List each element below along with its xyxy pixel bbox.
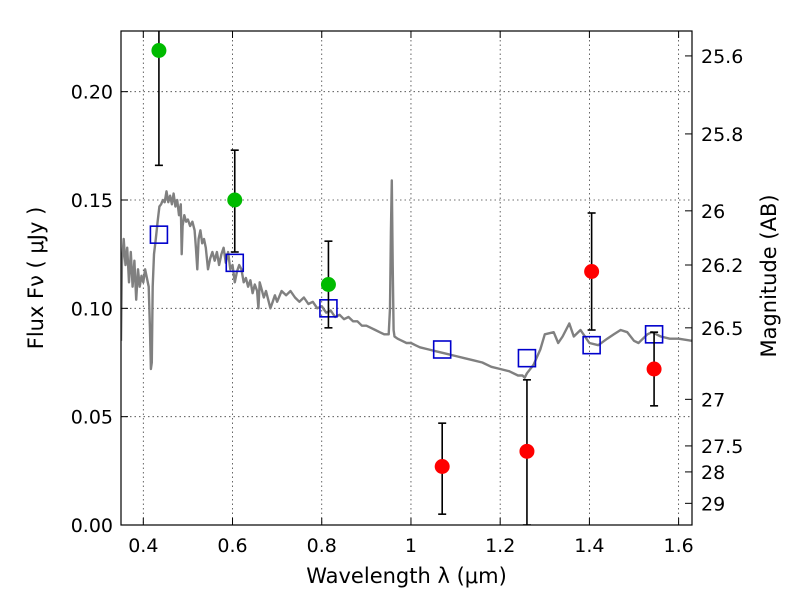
- model-square: [517, 348, 537, 368]
- sed-line-path: [121, 179, 692, 379]
- right-tick-label: 27: [701, 389, 725, 411]
- right-tick-label: 29: [701, 493, 725, 515]
- y-tick-label: 0.15: [71, 190, 113, 212]
- right-tick-label: 28: [701, 462, 725, 484]
- observed-point: [434, 459, 450, 474]
- right-axis-title: Magnitude (AB): [757, 194, 781, 357]
- x-tick-label: 0.4: [128, 535, 158, 557]
- model-square: [432, 340, 452, 359]
- x-tick-label: 1.2: [485, 535, 515, 557]
- model-square: [149, 225, 169, 244]
- x-axis-title: Wavelength λ (μm): [306, 564, 507, 588]
- model-band-squares: [149, 225, 664, 368]
- right-tick-label: 26.2: [701, 255, 743, 277]
- plot-frame: [120, 30, 693, 526]
- right-tick-label: 26: [701, 201, 725, 223]
- observed-point: [320, 277, 336, 292]
- x-tick-label: 0.6: [217, 535, 247, 557]
- grid-lines: [121, 31, 692, 526]
- y-tick-label: 0.10: [71, 298, 113, 320]
- error-bars: [154, 31, 659, 525]
- right-tick-label: 27.5: [701, 436, 743, 458]
- x-tick-label: 1.6: [664, 535, 694, 557]
- y-tick-label: 0.05: [71, 407, 113, 429]
- observed-points: [151, 43, 662, 474]
- x-tick-label: 1.4: [574, 535, 604, 557]
- axis-ticks: 0.4 0.6 0.8 1 1.2 1.4 1.6 0.00 0.05 0.10 0.15 0.20 2…: [71, 31, 743, 557]
- y-axis-title: Flux Fν ( μJy ): [24, 207, 48, 350]
- right-tick-label: 25.8: [701, 124, 743, 146]
- sed-model-line: [121, 179, 692, 379]
- observed-point: [646, 361, 662, 377]
- model-square: [225, 253, 245, 273]
- y-tick-label: 0.00: [71, 515, 113, 537]
- right-tick-label: 26.5: [701, 318, 743, 340]
- observed-point: [519, 443, 535, 459]
- right-tick-label: 25.6: [701, 46, 743, 68]
- observed-point: [151, 43, 167, 58]
- model-square: [582, 335, 601, 355]
- observed-point: [584, 264, 600, 279]
- x-tick-label: 0.8: [307, 535, 337, 557]
- x-tick-label: 1: [405, 535, 417, 557]
- observed-point: [227, 192, 243, 208]
- y-tick-label: 0.20: [71, 82, 113, 104]
